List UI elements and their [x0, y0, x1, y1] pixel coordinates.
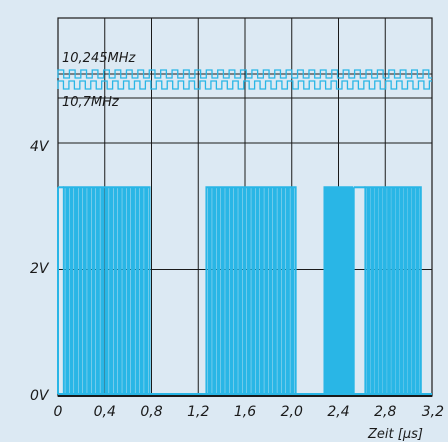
panel-label-2: 10,7MHz: [62, 95, 120, 110]
x-axis-label: Zeit [µs]: [367, 427, 423, 442]
x-tick-label: 0: [54, 404, 63, 420]
reference-waves: [57, 69, 432, 90]
x-tick-label: 3,2: [422, 404, 444, 420]
signal-trace: [57, 186, 432, 395]
reference-wave: [57, 69, 432, 79]
x-tick-labels: 0 0,4 0,8 1,2 1,6 2,0 2,4 2,8 3,2: [54, 404, 445, 420]
panel-label-1: 10,245MHz: [62, 51, 136, 66]
x-tick-label: 0,8: [140, 404, 162, 420]
signal-burst: [62, 186, 152, 395]
x-tick-label: 1,6: [234, 404, 256, 420]
x-tick-label: 2,4: [327, 404, 349, 420]
x-tick-label: 2,0: [281, 404, 303, 420]
reference-wave: [57, 80, 432, 90]
signal-burst: [323, 186, 354, 395]
y-tick-label: 2V: [30, 261, 50, 277]
y-tick-label: 0V: [30, 388, 50, 404]
x-tick-label: 1,2: [187, 404, 209, 420]
x-tick-label: 2,8: [374, 404, 396, 420]
y-tick-label: 4V: [30, 139, 50, 155]
signal-burst: [364, 186, 423, 395]
x-tick-label: 0,4: [94, 404, 116, 420]
signal-burst: [205, 186, 298, 395]
